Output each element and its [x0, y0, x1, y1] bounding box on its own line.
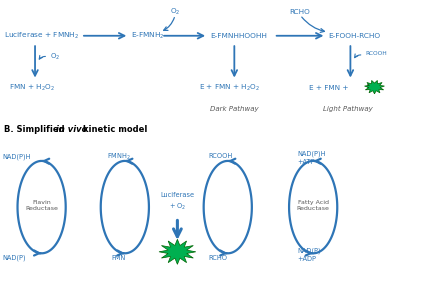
- Text: + O$_2$: + O$_2$: [169, 202, 186, 212]
- Text: NAD(P)H
+ATP: NAD(P)H +ATP: [297, 151, 325, 165]
- Text: Luciferase + FMNH$_2$: Luciferase + FMNH$_2$: [4, 31, 79, 41]
- Text: E + FMN +: E + FMN +: [309, 85, 350, 91]
- Text: RCHO: RCHO: [208, 255, 227, 261]
- Text: FMNH$_2$: FMNH$_2$: [107, 151, 131, 162]
- Text: E-FMNHHOOHH: E-FMNHHOOHH: [210, 33, 267, 39]
- Text: NAD(P)H: NAD(P)H: [2, 153, 31, 160]
- Polygon shape: [364, 80, 385, 94]
- Text: Luciferase: Luciferase: [160, 192, 194, 198]
- Text: O$_2$: O$_2$: [170, 7, 180, 17]
- Text: Flavin
Reductase: Flavin Reductase: [25, 200, 58, 211]
- Text: E + FMN + H$_2$O$_2$: E + FMN + H$_2$O$_2$: [199, 83, 261, 93]
- Text: RCHO: RCHO: [290, 9, 311, 15]
- Polygon shape: [159, 239, 196, 264]
- Text: NAD(P): NAD(P): [2, 254, 26, 261]
- Text: NAD(P)
+ADP: NAD(P) +ADP: [297, 248, 321, 262]
- Text: kinetic model: kinetic model: [80, 125, 147, 134]
- Text: Light Pathway: Light Pathway: [323, 106, 373, 112]
- Text: O$_2$: O$_2$: [50, 52, 60, 62]
- Text: FMN: FMN: [112, 255, 126, 261]
- Text: Fatty Acid
Reductase: Fatty Acid Reductase: [297, 200, 330, 211]
- Text: E-FMNH$_2$: E-FMNH$_2$: [131, 31, 165, 41]
- Text: hv$_{490}$: hv$_{490}$: [168, 247, 187, 257]
- Text: RCOOH: RCOOH: [366, 51, 388, 56]
- Text: RCOOH: RCOOH: [208, 153, 232, 159]
- Text: FMN + H$_2$O$_2$: FMN + H$_2$O$_2$: [9, 83, 55, 93]
- Text: in vivo: in vivo: [56, 125, 88, 134]
- Text: B. Simplified: B. Simplified: [4, 125, 68, 134]
- Text: Dark Pathway: Dark Pathway: [210, 106, 259, 112]
- Text: hv$_{490}$: hv$_{490}$: [367, 83, 382, 91]
- Text: E-FOOH-RCHO: E-FOOH-RCHO: [328, 33, 381, 39]
